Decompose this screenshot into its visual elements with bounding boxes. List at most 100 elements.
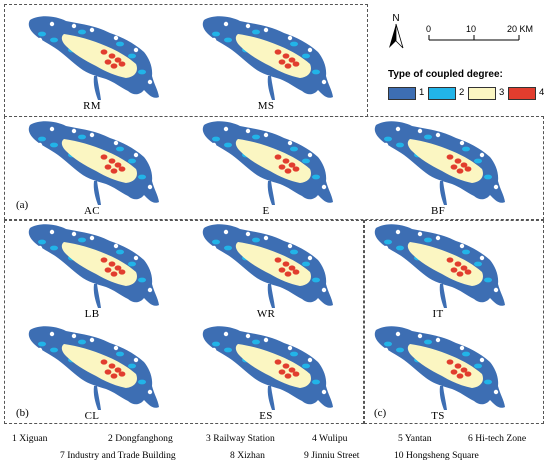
region-type-2 — [312, 69, 320, 75]
region-type-4 — [454, 363, 462, 369]
region-type-4 — [288, 367, 296, 373]
map-drawing — [28, 121, 159, 205]
gap-spot — [71, 128, 77, 134]
region-type-4 — [274, 49, 282, 55]
map-panel-rm: RM — [22, 12, 162, 117]
legend-label-1: 1 — [419, 87, 425, 98]
gap-spot — [395, 126, 401, 132]
gap-spot — [435, 132, 441, 138]
panel-label-it: IT — [432, 308, 444, 320]
region-type-3 — [61, 139, 137, 183]
region-type-4 — [100, 49, 108, 55]
region-type-2 — [212, 136, 220, 142]
gap-spot — [49, 331, 55, 337]
region-type-4 — [282, 261, 290, 267]
region-type-2 — [474, 261, 482, 267]
map-panel-ms: MS — [196, 12, 336, 117]
gap-spot — [71, 23, 77, 29]
gap-spot — [89, 27, 95, 33]
region-type-2 — [396, 347, 404, 353]
region-type-4 — [118, 166, 126, 172]
region-type-4 — [110, 168, 118, 174]
map-drawing — [202, 16, 333, 100]
panel-label-cl: CL — [84, 410, 100, 422]
region-type-2 — [224, 245, 232, 251]
map-drawing — [374, 326, 505, 410]
group-a-frame-lower — [4, 116, 544, 220]
region-type-2 — [212, 341, 220, 347]
region-type-2 — [212, 239, 220, 245]
gap-spot — [49, 21, 55, 27]
region-type-3 — [61, 344, 137, 388]
panel-label-e: E — [262, 205, 270, 217]
scale-tick-0: 0 — [426, 24, 432, 34]
region-type-4 — [454, 261, 462, 267]
map-panel-bf: BF — [368, 117, 508, 222]
footer-item-1: 1 Xiguan — [12, 433, 48, 444]
region-type-4 — [456, 271, 464, 277]
map-panel-es: ES — [196, 322, 336, 427]
footer-item-8: 8 Xizhan — [230, 450, 265, 461]
region-type-2 — [138, 379, 146, 385]
region-type-2 — [424, 339, 432, 345]
region-type-3 — [61, 242, 137, 286]
region-type-4 — [292, 61, 300, 67]
region-type-4 — [274, 154, 282, 160]
region-type-2 — [224, 142, 232, 148]
region-type-2 — [138, 69, 146, 75]
region-type-3 — [407, 139, 483, 183]
region-type-4 — [108, 261, 116, 267]
footer-item-2: 2 Dongfanghong — [108, 433, 173, 444]
region-type-2 — [128, 53, 136, 59]
region-type-2 — [462, 146, 470, 152]
region-type-4 — [284, 271, 292, 277]
region-type-2 — [138, 174, 146, 180]
gap-spot — [383, 245, 389, 251]
gap-spot — [395, 331, 401, 337]
gap-spot — [321, 184, 327, 190]
region-type-4 — [456, 373, 464, 379]
region-type-4 — [108, 363, 116, 369]
gap-spot — [459, 345, 465, 351]
region-type-3 — [235, 242, 311, 286]
footer-item-4: 4 Wulipu — [312, 433, 348, 444]
map-panel-it: IT — [368, 220, 508, 325]
map-drawing — [374, 121, 505, 205]
region-type-4 — [110, 373, 118, 379]
region-type-2 — [396, 245, 404, 251]
gap-spot — [321, 389, 327, 395]
gap-spot — [49, 126, 55, 132]
region-type-4 — [456, 168, 464, 174]
region-type-2 — [252, 339, 260, 345]
map-panel-cl: CL — [22, 322, 162, 427]
group-c-label: (c) — [374, 407, 387, 419]
gap-spot — [113, 243, 119, 249]
region-type-4 — [274, 257, 282, 263]
region-type-4 — [104, 267, 112, 273]
region-type-2 — [462, 249, 470, 255]
region-type-4 — [104, 59, 112, 65]
gap-spot — [223, 229, 229, 235]
gap-spot — [307, 47, 313, 53]
region-type-2 — [252, 134, 260, 140]
region-type-4 — [288, 265, 296, 271]
group-b-frame — [4, 220, 364, 424]
region-type-2 — [384, 136, 392, 142]
region-type-1-stem — [267, 76, 275, 100]
gap-spot — [37, 347, 43, 353]
gap-spot — [459, 243, 465, 249]
region-type-2 — [78, 237, 86, 243]
region-type-2 — [484, 277, 492, 283]
panel-label-ts: TS — [431, 410, 445, 422]
region-type-2 — [302, 363, 310, 369]
region-type-1-stem — [93, 181, 101, 205]
region-type-4 — [114, 162, 122, 168]
region-type-4 — [282, 158, 290, 164]
region-type-2 — [116, 351, 124, 357]
region-type-4 — [278, 369, 286, 375]
gap-spot — [307, 255, 313, 261]
gap-spot — [245, 231, 251, 237]
region-type-2 — [78, 339, 86, 345]
legend-swatch-1 — [388, 87, 416, 100]
region-type-4 — [292, 269, 300, 275]
